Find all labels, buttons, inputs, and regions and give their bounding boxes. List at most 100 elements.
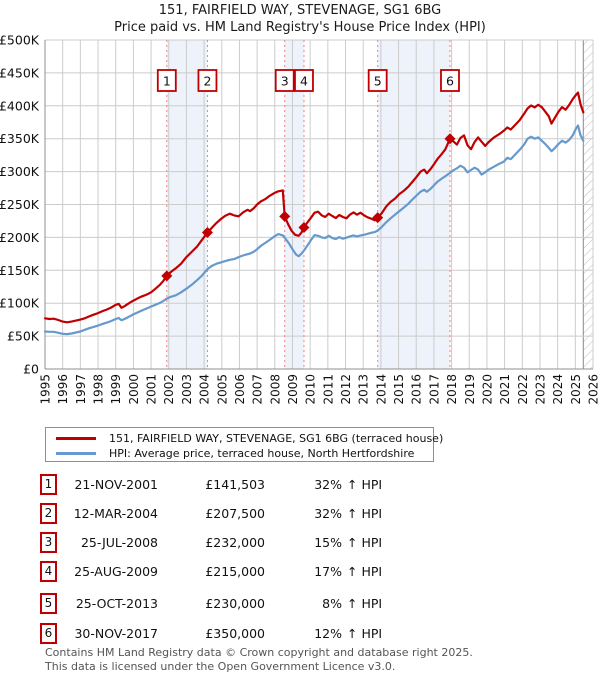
sale-number-badge: 1 <box>40 474 57 495</box>
y-axis-tick-label: £350K <box>0 131 40 146</box>
sale-row: 2 12-MAR-2004 £207,500 32% ↑ HPI <box>0 503 600 525</box>
x-axis-tick-label: 2018 <box>445 374 459 405</box>
x-axis-tick-label: 2002 <box>162 374 176 405</box>
y-axis-tick-label: £0 <box>23 362 39 377</box>
page-subtitle: Price paid vs. HM Land Registry's House … <box>114 20 486 35</box>
footer-line-1: Contains HM Land Registry data © Crown c… <box>45 646 473 659</box>
sale-vs-hpi: 8% ↑ HPI <box>312 596 382 611</box>
sale-pct-value: 15% <box>314 535 342 550</box>
x-axis-tick-label: 2019 <box>463 374 477 405</box>
x-axis-tick-label: 1998 <box>92 374 106 405</box>
legend-label-property: 151, FAIRFIELD WAY, STEVENAGE, SG1 6BG (… <box>109 432 444 445</box>
sale-marker-diamond <box>444 133 456 145</box>
sale-row: 1 21-NOV-2001 £141,503 32% ↑ HPI <box>0 474 600 496</box>
y-axis-tick-label: £400K <box>0 98 40 113</box>
sale-date: 25-AUG-2009 <box>74 564 158 579</box>
x-axis-tick-label: 2024 <box>551 374 565 405</box>
sale-number-label: 5 <box>374 74 382 89</box>
price-chart: 1 2 3 4 5 6 £0 £50K £100K £150K £200K £250K £300K £35… <box>0 33 600 405</box>
chart-legend: 151, FAIRFIELD WAY, STEVENAGE, SG1 6BG (… <box>45 427 443 462</box>
x-axis-tick-label: 1997 <box>74 374 88 405</box>
x-axis-tick-label: 2000 <box>127 374 141 405</box>
series-line <box>43 91 585 324</box>
sale-pct-direction: ↑ HPI <box>347 564 383 579</box>
y-axis-tick-label: £300K <box>0 164 40 179</box>
x-axis-tick-label: 2025 <box>569 374 583 405</box>
sale-number-badge: 2 <box>40 503 57 524</box>
sale-vs-hpi: 32% ↑ HPI <box>312 477 382 492</box>
sale-pct-value: 32% <box>314 477 342 492</box>
sale-number-box <box>294 69 314 92</box>
sale-number-box <box>274 69 295 92</box>
sale-number-box <box>156 69 177 92</box>
sale-number-badge: 6 <box>40 623 57 644</box>
y-axis-tick-label: £150K <box>0 263 40 278</box>
sale-pct-value: 8% <box>322 596 342 611</box>
sale-number-badge: 3 <box>40 532 57 553</box>
sale-date: 30-NOV-2017 <box>74 626 158 641</box>
y-axis-tick-label: £200K <box>0 230 40 245</box>
sale-number-label: 6 <box>446 74 454 89</box>
y-axis-tick-label: £100K <box>0 296 40 311</box>
x-axis-tick-label: 2010 <box>304 374 318 405</box>
x-axis-tick-label: 2014 <box>374 374 388 405</box>
sale-date: 25-JUL-2008 <box>80 535 158 550</box>
sale-price: £230,000 <box>205 596 265 611</box>
series-line <box>43 124 585 336</box>
y-axis-tick-label: £450K <box>0 65 40 80</box>
sale-number-box <box>197 69 218 92</box>
x-axis-tick-label: 2021 <box>498 374 512 405</box>
sale-row: 3 25-JUL-2008 £232,000 15% ↑ HPI <box>0 532 600 554</box>
sale-row: 5 25-OCT-2013 £230,000 8% ↑ HPI <box>0 593 600 615</box>
x-axis-tick-label: 2012 <box>339 374 353 405</box>
x-axis-tick-label: 2020 <box>480 374 494 405</box>
legend-item-property: 151, FAIRFIELD WAY, STEVENAGE, SG1 6BG (… <box>46 431 443 446</box>
sale-number-label: 2 <box>203 74 211 89</box>
x-axis-tick-label: 2023 <box>533 374 547 405</box>
legend-label-hpi: HPI: Average price, terraced house, Nort… <box>109 447 415 460</box>
sale-pct-direction: ↑ HPI <box>347 477 383 492</box>
x-axis-tick-label: 2016 <box>410 374 424 405</box>
sale-number-badge: 4 <box>40 561 57 582</box>
sale-marker-diamond <box>161 270 173 282</box>
y-axis-tick-label: £50K <box>7 329 40 344</box>
sale-marker-diamond <box>372 212 384 224</box>
sale-price: £215,000 <box>205 564 265 579</box>
y-axis-tick-label: £250K <box>0 197 40 212</box>
x-axis-tick-label: 2008 <box>268 374 282 405</box>
sale-date: 12-MAR-2004 <box>73 506 158 521</box>
property-line-swatch <box>56 437 96 440</box>
sale-price: £207,500 <box>205 506 265 521</box>
sale-pct-value: 17% <box>314 564 342 579</box>
x-axis-tick-label: 1999 <box>109 374 123 405</box>
x-axis-tick-label: 2003 <box>180 374 194 405</box>
sale-number-label: 1 <box>163 74 171 89</box>
sale-pct-direction: ↑ HPI <box>347 626 383 641</box>
x-axis-tick-label: 2011 <box>321 374 335 405</box>
sale-vs-hpi: 32% ↑ HPI <box>312 506 382 521</box>
sale-number-label: 3 <box>281 74 289 89</box>
sale-pct-direction: ↑ HPI <box>347 535 383 550</box>
x-axis-tick-label: 2013 <box>357 374 371 405</box>
x-axis-tick-label: 2001 <box>145 374 159 405</box>
x-axis-tick-label: 2026 <box>587 374 600 405</box>
sale-pct-direction: ↑ HPI <box>347 506 383 521</box>
sale-vs-hpi: 17% ↑ HPI <box>312 564 382 579</box>
sale-price: £141,503 <box>205 477 265 492</box>
sale-number-label: 4 <box>300 74 308 89</box>
x-axis-tick-label: 2009 <box>286 374 300 405</box>
license-footer: Contains HM Land Registry data © Crown c… <box>45 646 473 673</box>
x-axis-tick-label: 2017 <box>427 374 441 405</box>
x-axis-tick-label: 2007 <box>251 374 265 405</box>
x-axis-tick-label: 2004 <box>198 374 212 405</box>
y-axis-tick-label: £500K <box>0 33 40 48</box>
sale-row: 4 25-AUG-2009 £215,000 17% ↑ HPI <box>0 561 600 583</box>
sale-vs-hpi: 15% ↑ HPI <box>312 535 382 550</box>
sale-pct-value: 12% <box>314 626 342 641</box>
x-axis-tick-label: 2006 <box>233 374 247 405</box>
sale-price: £350,000 <box>205 626 265 641</box>
x-axis-tick-label: 1995 <box>39 374 53 405</box>
footer-line-2: This data is licensed under the Open Gov… <box>45 659 396 673</box>
sale-pct-direction: ↑ HPI <box>347 596 383 611</box>
